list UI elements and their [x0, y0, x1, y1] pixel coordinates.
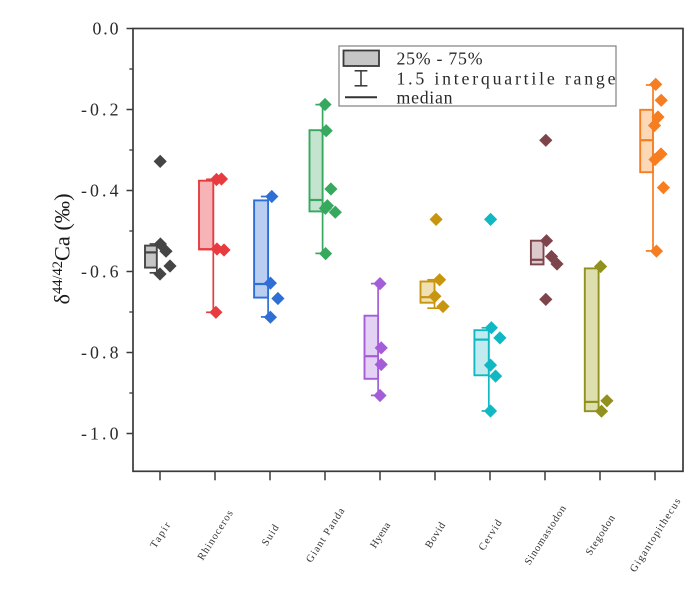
svg-text:median: median: [397, 88, 453, 108]
svg-text:δ44/42Ca (‰): δ44/42Ca (‰): [50, 193, 75, 304]
svg-text:25% - 75%: 25% - 75%: [397, 48, 483, 68]
svg-text:0.0: 0.0: [93, 19, 119, 39]
